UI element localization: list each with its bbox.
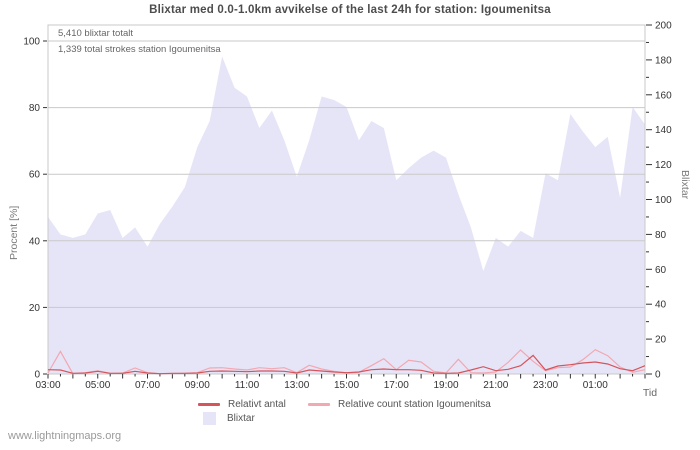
- x-tick-label: 11:00: [235, 380, 260, 391]
- y-left-tick-label: 80: [29, 103, 41, 114]
- y-right-tick-label: 120: [655, 160, 672, 171]
- x-tick-label: 09:00: [185, 380, 210, 391]
- y-right-tick-label: 180: [655, 55, 672, 66]
- x-tick-label: 15:00: [334, 380, 359, 391]
- y-right-tick-label: 20: [655, 335, 667, 346]
- y-right-tick-label: 60: [655, 265, 667, 276]
- x-tick-label: 13:00: [284, 380, 309, 391]
- y-left-tick-label: 0: [34, 370, 40, 381]
- y-right-tick-label: 140: [655, 125, 672, 136]
- legend-line-swatch-relativt: [198, 403, 220, 406]
- x-tick-label: 07:00: [135, 380, 160, 391]
- y-right-tick-label: 40: [655, 300, 667, 311]
- y-left-tick-label: 40: [29, 236, 41, 247]
- right-axis-title: Blixtar: [679, 170, 691, 200]
- annotation-station-strokes: 1,339 total strokes station Igoumenitsa: [58, 44, 221, 55]
- legend-area-swatch-blixtar: [203, 412, 216, 425]
- y-right-tick-label: 100: [655, 195, 672, 206]
- x-tick-label: 03:00: [35, 380, 60, 391]
- area-series-blixtar: [48, 56, 645, 375]
- watermark: www.lightningmaps.org: [8, 430, 122, 442]
- legend-label-blixtar: Blixtar: [227, 413, 255, 424]
- left-axis-title: Procent [%]: [8, 205, 20, 260]
- y-left-tick-label: 20: [29, 303, 41, 314]
- y-right-tick-label: 80: [655, 230, 667, 241]
- legend-label-station: Relative count station Igoumenitsa: [338, 399, 491, 410]
- line-series-relativt-antal: [47, 354, 646, 375]
- x-tick-label: 01:00: [583, 380, 608, 391]
- y-left-tick-label: 60: [29, 170, 41, 181]
- x-tick-label: 19:00: [433, 380, 458, 391]
- annotation-total-strokes: 5,410 blixtar totalt: [58, 28, 133, 39]
- page-title: Blixtar med 0.0-1.0km avvikelse of the l…: [149, 4, 551, 16]
- y-right-tick-label: 0: [655, 370, 661, 381]
- x-axis-title: Tid: [642, 387, 658, 399]
- x-tick-label: 21:00: [483, 380, 508, 391]
- x-tick-label: 23:00: [533, 380, 558, 391]
- y-left-tick-label: 100: [23, 37, 40, 48]
- y-right-tick-label: 200: [655, 21, 672, 32]
- legend-item-relativt-antal: Relativt antal: [198, 399, 286, 410]
- legend-item-blixtar: Blixtar: [203, 412, 255, 425]
- legend-label-relativt: Relativt antal: [228, 399, 286, 410]
- x-tick-label: 05:00: [85, 380, 110, 391]
- legend-line-swatch-station: [308, 403, 330, 406]
- y-right-tick-label: 160: [655, 90, 672, 101]
- legend-item-relative-station: Relative count station Igoumenitsa: [308, 399, 491, 410]
- x-tick-label: 17:00: [384, 380, 409, 391]
